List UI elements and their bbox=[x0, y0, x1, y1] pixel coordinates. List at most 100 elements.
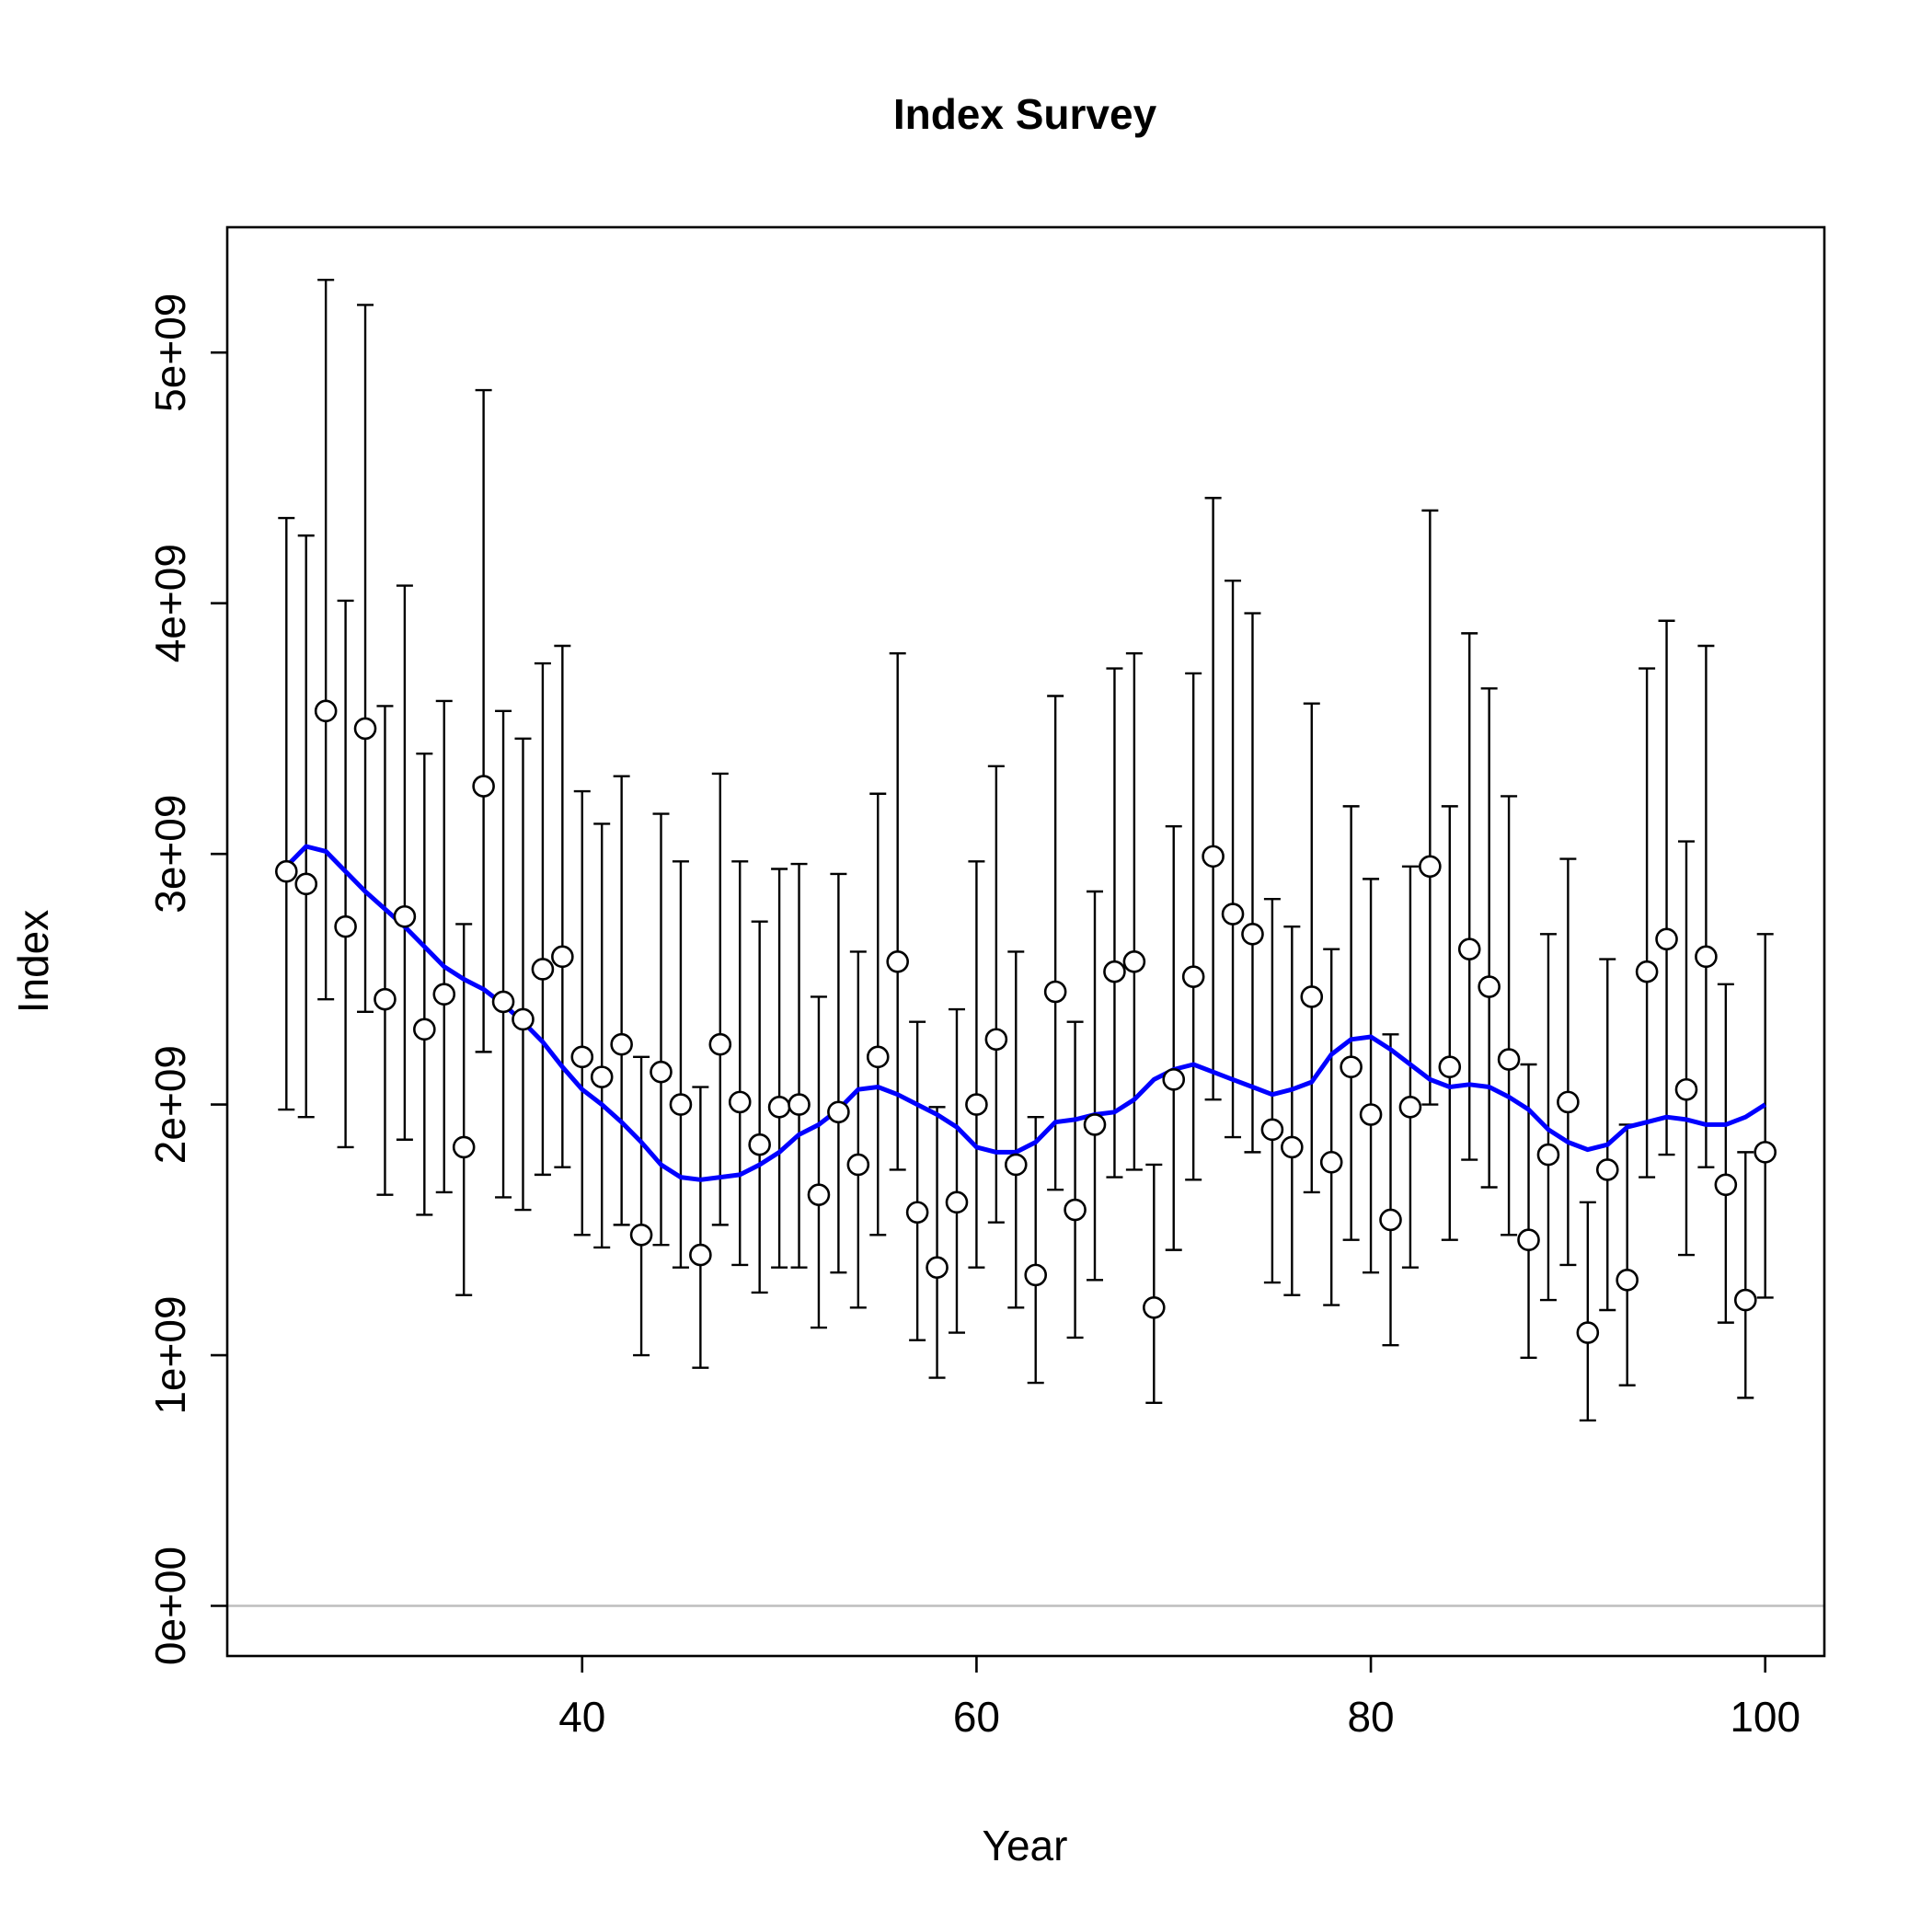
error-bar bbox=[909, 1020, 926, 1341]
error-bar bbox=[1441, 805, 1458, 1241]
error-bar bbox=[534, 661, 551, 1177]
y-tick-label: 1e+09 bbox=[146, 1295, 194, 1414]
data-point bbox=[1419, 855, 1442, 879]
x-tick-label: 60 bbox=[953, 1693, 1000, 1741]
data-point bbox=[788, 1093, 811, 1116]
error-bar bbox=[297, 534, 315, 1119]
error-bar bbox=[317, 279, 335, 1001]
data-point bbox=[1655, 927, 1678, 951]
error-bar bbox=[1125, 651, 1143, 1171]
error-bar bbox=[1323, 948, 1340, 1306]
data-point bbox=[374, 987, 397, 1011]
data-point bbox=[1083, 1113, 1107, 1136]
data-point bbox=[274, 859, 298, 883]
data-point bbox=[294, 872, 318, 896]
data-point bbox=[767, 1096, 791, 1119]
data-point bbox=[728, 1090, 752, 1114]
error-bar bbox=[514, 737, 532, 1212]
error-bar bbox=[633, 1055, 650, 1357]
data-point bbox=[1478, 975, 1501, 998]
error-bar bbox=[1697, 644, 1715, 1168]
data-point bbox=[1340, 1055, 1363, 1079]
data-point bbox=[1162, 1068, 1186, 1091]
data-point bbox=[472, 775, 495, 798]
error-bar bbox=[1677, 840, 1695, 1257]
data-point bbox=[432, 983, 456, 1006]
y-tick-label: 4e+09 bbox=[146, 544, 194, 662]
error-bar bbox=[987, 765, 1005, 1224]
error-bar bbox=[889, 651, 906, 1171]
data-point bbox=[1143, 1295, 1166, 1319]
data-point bbox=[393, 904, 417, 928]
data-point bbox=[1616, 1269, 1639, 1292]
error-bar bbox=[1756, 933, 1774, 1299]
data-point bbox=[1438, 1055, 1462, 1079]
error-bar bbox=[1363, 878, 1380, 1274]
data-point bbox=[1635, 960, 1659, 983]
data-point bbox=[1241, 923, 1264, 946]
data-point bbox=[512, 1007, 535, 1031]
data-point bbox=[610, 1032, 633, 1056]
data-point bbox=[827, 1100, 850, 1124]
error-bar bbox=[1342, 805, 1360, 1241]
data-point bbox=[1300, 985, 1324, 1008]
error-bar bbox=[1501, 795, 1518, 1236]
data-point bbox=[1181, 965, 1205, 988]
error-bar bbox=[376, 705, 394, 1196]
data-point bbox=[1576, 1321, 1600, 1344]
data-point bbox=[1595, 1158, 1619, 1181]
error-bar bbox=[1639, 667, 1656, 1179]
error-bar bbox=[1204, 497, 1222, 1101]
data-point bbox=[1379, 1208, 1402, 1232]
error-bar bbox=[928, 1106, 946, 1379]
fit-line-layer bbox=[284, 844, 1767, 1182]
data-point bbox=[1557, 1090, 1580, 1114]
error-bar bbox=[869, 792, 887, 1236]
data-point bbox=[807, 1183, 831, 1206]
error-bar bbox=[771, 868, 788, 1269]
error-bar bbox=[416, 752, 433, 1216]
data-point bbox=[1714, 1173, 1738, 1197]
error-bar bbox=[1303, 702, 1320, 1194]
error-bar bbox=[711, 772, 729, 1226]
error-bar bbox=[435, 699, 453, 1194]
data-point bbox=[1043, 980, 1067, 1004]
data-point bbox=[531, 958, 555, 981]
error-bar bbox=[731, 860, 749, 1267]
data-point bbox=[689, 1243, 712, 1267]
error-bar bbox=[790, 862, 808, 1269]
data-point bbox=[1103, 960, 1126, 983]
error-bar bbox=[573, 789, 591, 1236]
error-bar bbox=[495, 709, 512, 1199]
data-point bbox=[551, 945, 574, 969]
data-point bbox=[353, 717, 377, 741]
error-bar bbox=[1421, 509, 1439, 1106]
x-axis-title: Year bbox=[983, 1822, 1068, 1869]
y-tick-label: 0e+00 bbox=[146, 1547, 194, 1665]
data-point bbox=[905, 1201, 929, 1225]
data-point bbox=[1202, 845, 1225, 868]
data-point bbox=[1319, 1150, 1343, 1174]
data-point bbox=[1122, 949, 1146, 973]
error-bar bbox=[593, 822, 611, 1249]
error-bar bbox=[1461, 632, 1478, 1161]
data-point bbox=[413, 1018, 436, 1041]
error-bar bbox=[1539, 933, 1557, 1302]
x-tick-label: 40 bbox=[558, 1693, 605, 1741]
error-bar bbox=[475, 388, 492, 1053]
y-tick-label: 2e+09 bbox=[146, 1045, 194, 1164]
data-point bbox=[846, 1153, 870, 1177]
error-bar bbox=[1559, 857, 1577, 1267]
error-bar bbox=[1185, 672, 1202, 1181]
error-bar bbox=[652, 812, 670, 1247]
error-bar bbox=[613, 775, 630, 1226]
data-point bbox=[491, 990, 515, 1014]
error-bar bbox=[751, 920, 768, 1294]
error-bar bbox=[1737, 1151, 1754, 1399]
data-point bbox=[314, 699, 338, 723]
fit-line bbox=[284, 844, 1767, 1182]
data-point bbox=[984, 1028, 1008, 1052]
x-tick-label: 100 bbox=[1730, 1693, 1800, 1741]
